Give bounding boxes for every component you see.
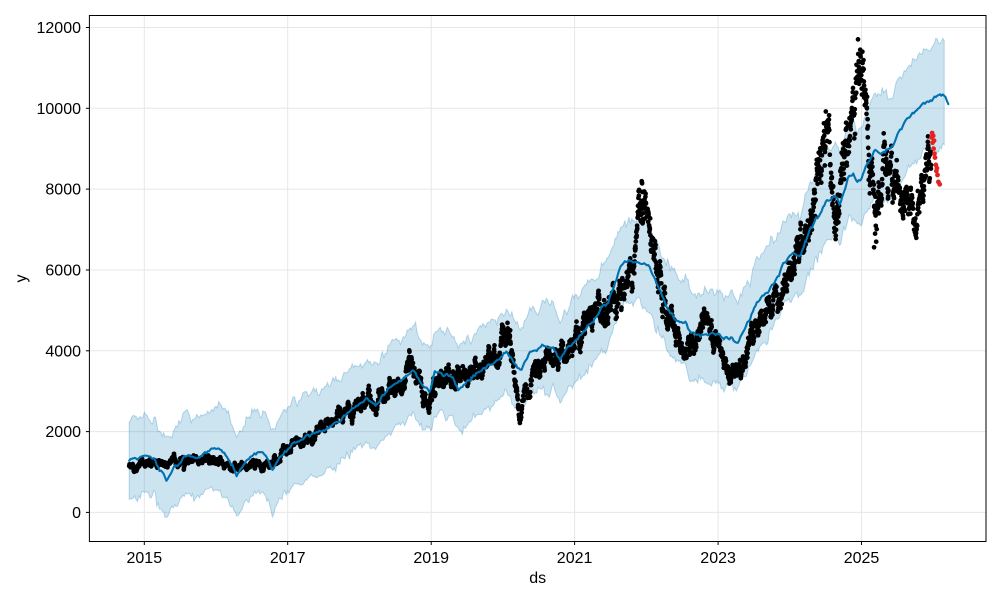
svg-text:2023: 2023 (700, 550, 736, 567)
svg-text:4000: 4000 (45, 343, 81, 360)
svg-text:2017: 2017 (270, 550, 306, 567)
svg-text:6000: 6000 (45, 263, 81, 280)
svg-text:12000: 12000 (37, 20, 82, 37)
svg-text:2021: 2021 (557, 550, 593, 567)
svg-text:8000: 8000 (45, 182, 81, 199)
svg-text:2000: 2000 (45, 424, 81, 441)
svg-text:ds: ds (529, 570, 546, 587)
svg-text:2025: 2025 (844, 550, 880, 567)
svg-text:10000: 10000 (37, 101, 82, 118)
svg-text:2015: 2015 (127, 550, 163, 567)
svg-text:2019: 2019 (413, 550, 449, 567)
svg-text:y: y (13, 275, 30, 283)
svg-text:0: 0 (72, 505, 81, 522)
